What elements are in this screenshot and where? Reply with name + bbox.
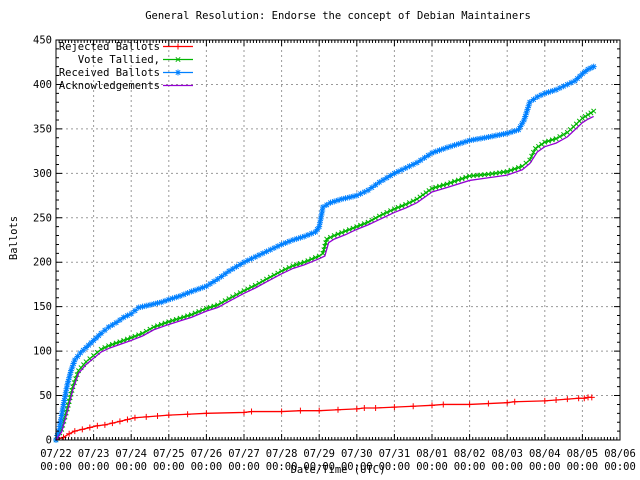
x-tick-time-label: 00:00	[491, 461, 523, 473]
y-axis-title: Ballots	[8, 216, 20, 260]
x-tick-date-label: 07/25	[153, 448, 185, 460]
x-tick-time-label: 00:00	[303, 461, 335, 473]
x-tick-time-label: 00:00	[228, 461, 260, 473]
x-tick-time-label: 00:00	[454, 461, 486, 473]
legend: Rejected Ballots Vote Tallied, Received …	[59, 41, 160, 92]
x-tick-date-label: 08/01	[416, 448, 448, 460]
series-markers-vote-tallied	[53, 108, 597, 443]
x-axis-title: Date/Time (UTC)	[291, 464, 386, 476]
x-tick-time-label: 00:00	[416, 461, 448, 473]
legend-label-acknowledgements: Acknowledgements	[59, 80, 160, 92]
x-tick-date-label: 07/27	[228, 448, 260, 460]
x-tick-time-label: 00:00	[40, 461, 72, 473]
legend-line-samples	[163, 43, 193, 87]
x-tick-date-label: 08/05	[567, 448, 599, 460]
x-tick-time-label: 00:00	[78, 461, 110, 473]
series-markers-received-ballots	[53, 63, 597, 443]
x-tick-time-label: 00:00	[266, 461, 298, 473]
legend-sample-cross-icon	[175, 56, 181, 63]
y-tick-label: 200	[33, 257, 52, 269]
x-tick-date-label: 08/02	[454, 448, 486, 460]
legend-label-vote-tallied: Vote Tallied,	[78, 54, 160, 66]
x-tick-time-label: 00:00	[529, 461, 561, 473]
tick-labels: 07/2200:0007/2300:0007/2400:0007/2500:00…	[33, 35, 636, 474]
y-tick-label: 150	[33, 301, 52, 313]
x-tick-date-label: 07/23	[78, 448, 110, 460]
x-tick-date-label: 08/06	[604, 448, 636, 460]
grid-lines	[56, 40, 620, 440]
y-tick-label: 350	[33, 123, 52, 135]
axes-frame	[55, 39, 621, 441]
x-tick-time-label: 00:00	[115, 461, 147, 473]
y-tick-label: 450	[33, 35, 52, 47]
x-tick-date-label: 07/30	[341, 448, 373, 460]
y-tick-label: 0	[46, 435, 52, 447]
chart-title: General Resolution: Endorse the concept …	[145, 10, 531, 22]
x-tick-time-label: 00:00	[604, 461, 636, 473]
x-tick-time-label: 00:00	[379, 461, 411, 473]
y-tick-label: 250	[33, 212, 52, 224]
x-tick-date-label: 07/31	[379, 448, 411, 460]
axis-tick-marks	[55, 39, 621, 441]
x-tick-date-label: 07/28	[266, 448, 298, 460]
x-tick-time-label: 00:00	[153, 461, 185, 473]
x-tick-time-label: 00:00	[341, 461, 373, 473]
data-series	[53, 63, 597, 443]
legend-label-received-ballots: Received Ballots	[59, 67, 160, 79]
y-tick-label: 50	[39, 390, 52, 402]
y-tick-label: 400	[33, 79, 52, 91]
x-tick-time-label: 00:00	[567, 461, 599, 473]
x-tick-date-label: 08/03	[491, 448, 523, 460]
legend-sample-plus-icon	[175, 43, 181, 50]
x-tick-date-label: 08/04	[529, 448, 561, 460]
series-line-rejected-ballots	[55, 396, 592, 441]
y-tick-label: 100	[33, 346, 52, 358]
x-tick-time-label: 00:00	[191, 461, 223, 473]
series-markers-rejected-ballots	[53, 394, 595, 443]
x-tick-date-label: 07/29	[303, 448, 335, 460]
x-tick-date-label: 07/26	[191, 448, 223, 460]
x-tick-date-label: 07/24	[115, 448, 147, 460]
legend-label-rejected-ballots: Rejected Ballots	[59, 41, 160, 53]
series-line-acknowledgements	[55, 115, 594, 441]
legend-sample-star-icon	[175, 69, 181, 76]
y-tick-label: 300	[33, 168, 52, 180]
series-line-vote-tallied	[55, 110, 595, 441]
series-line-received-ballots	[55, 66, 594, 441]
x-tick-date-label: 07/22	[40, 448, 72, 460]
